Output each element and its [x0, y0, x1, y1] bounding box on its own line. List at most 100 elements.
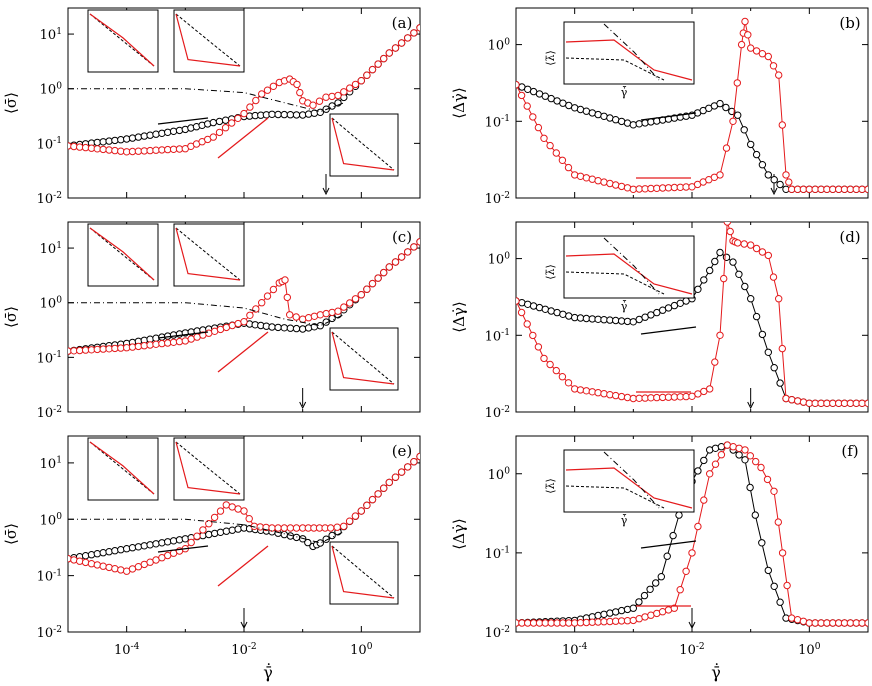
- up-sweep-point: [517, 308, 526, 317]
- down-sweep-point: [706, 266, 714, 275]
- panel-label: (b): [839, 14, 860, 32]
- x-tick-label: 10-4: [562, 642, 588, 658]
- up-sweep-point: [612, 181, 620, 189]
- down-sweep-point: [215, 117, 224, 126]
- down-sweep-point: [623, 605, 632, 614]
- up-sweep-point: [594, 389, 602, 397]
- panel-label: (c): [392, 228, 412, 246]
- up-sweep-point: [283, 293, 291, 302]
- up-sweep-point: [864, 619, 868, 627]
- up-sweep-point: [252, 305, 260, 313]
- up-sweep-point: [93, 145, 102, 153]
- up-sweep-point: [600, 390, 608, 398]
- up-sweep-point: [391, 44, 400, 52]
- up-sweep-point: [340, 88, 348, 96]
- y-tick-label: 10-2: [485, 191, 510, 207]
- down-sweep-point: [694, 467, 702, 475]
- down-sweep-point: [776, 379, 784, 387]
- down-sweep-point: [741, 282, 749, 291]
- up-sweep-point: [764, 52, 772, 61]
- lambda-inset: ⟨λ̄⟩ γ̇̄: [544, 449, 695, 527]
- up-sweep-point: [716, 171, 724, 179]
- up-sweep-point: [752, 47, 761, 55]
- down-sweep-point: [629, 121, 637, 129]
- inset-black-profile: [331, 545, 395, 599]
- down-sweep-point: [222, 527, 231, 535]
- up-sweep-point: [391, 258, 400, 266]
- up-sweep-point: [340, 522, 348, 530]
- inset-guide-curve: [603, 451, 660, 509]
- up-sweep-point: [740, 240, 748, 248]
- down-sweep-point: [134, 543, 143, 551]
- up-sweep-point: [205, 520, 213, 528]
- up-sweep-point: [164, 339, 172, 347]
- inset-black-curve: [565, 485, 665, 509]
- up-sweep-point: [410, 458, 418, 466]
- up-sweep-point: [263, 86, 272, 94]
- up-sweep-point: [534, 343, 543, 351]
- up-sweep-point: [240, 109, 248, 118]
- up-sweep-point: [723, 441, 731, 449]
- y-axis-label: ⟨σ̄⟩: [2, 306, 20, 328]
- down-sweep-point: [146, 541, 154, 549]
- up-sweep-point: [215, 128, 224, 137]
- inset-red-profile: [89, 13, 155, 67]
- down-sweep-point: [752, 150, 761, 159]
- down-sweep-point: [316, 539, 324, 547]
- up-sweep-point: [240, 507, 248, 515]
- up-sweep-point: [245, 515, 253, 523]
- down-sweep-point: [717, 443, 726, 451]
- up-sweep-point: [322, 309, 330, 318]
- y-tick-label: 10-2: [37, 405, 62, 421]
- velocity-profile-inset: [173, 223, 245, 287]
- inset-red-profile: [175, 441, 241, 495]
- x-axis-label: γ̄̇: [711, 663, 721, 682]
- velocity-profile-inset: [329, 113, 399, 177]
- inset-red-profile: [89, 227, 155, 281]
- panel-e: 101 100 10-1 10-2 ⟨σ̄⟩ (e): [2, 435, 421, 641]
- up-sweep-point: [416, 24, 420, 32]
- up-sweep-point: [552, 149, 560, 157]
- panel-label: (a): [392, 14, 413, 32]
- up-sweep-point: [397, 253, 406, 261]
- up-sweep-point: [529, 113, 537, 121]
- y-tick-label: 10-1: [485, 328, 510, 344]
- up-sweep-point: [363, 71, 371, 79]
- up-sweep-point: [268, 524, 276, 532]
- up-sweep-point: [368, 65, 377, 74]
- down-sweep-point: [205, 530, 213, 539]
- up-sweep-point: [734, 239, 742, 247]
- up-sweep-point: [788, 614, 796, 622]
- inset-red-curve: [565, 467, 693, 509]
- up-sweep-point: [540, 354, 548, 363]
- y-axis-label: ⟨Δγ̇⟩: [450, 518, 468, 550]
- down-sweep-point: [663, 552, 671, 560]
- down-sweep-point: [292, 533, 301, 542]
- down-sweep-line: [516, 84, 868, 190]
- y-tick-label: 100: [40, 296, 63, 312]
- up-sweep-point: [316, 311, 324, 319]
- y-tick-label: 101: [40, 27, 62, 43]
- up-sweep-point: [346, 299, 354, 307]
- up-sweep-point: [558, 156, 567, 165]
- up-sweep-point: [99, 562, 107, 570]
- up-sweep-point: [757, 463, 765, 472]
- down-sweep-point: [629, 604, 637, 612]
- up-sweep-point: [775, 295, 783, 303]
- up-sweep-point: [726, 227, 734, 236]
- down-sweep-point: [128, 544, 137, 552]
- down-sweep-arrow: [157, 545, 209, 553]
- y-tick-label: 10-2: [485, 405, 510, 421]
- up-sweep-point: [516, 297, 520, 305]
- down-sweep-point: [694, 285, 702, 293]
- guide-line: [68, 302, 344, 327]
- down-sweep-point: [635, 120, 643, 128]
- down-sweep-point: [280, 530, 288, 539]
- up-sweep-point: [747, 44, 755, 52]
- down-sweep-point: [268, 110, 276, 119]
- velocity-profile-inset: [329, 327, 399, 391]
- up-sweep-point: [199, 526, 207, 534]
- up-sweep-point: [775, 71, 783, 79]
- y-tick-label: 10-2: [37, 625, 62, 641]
